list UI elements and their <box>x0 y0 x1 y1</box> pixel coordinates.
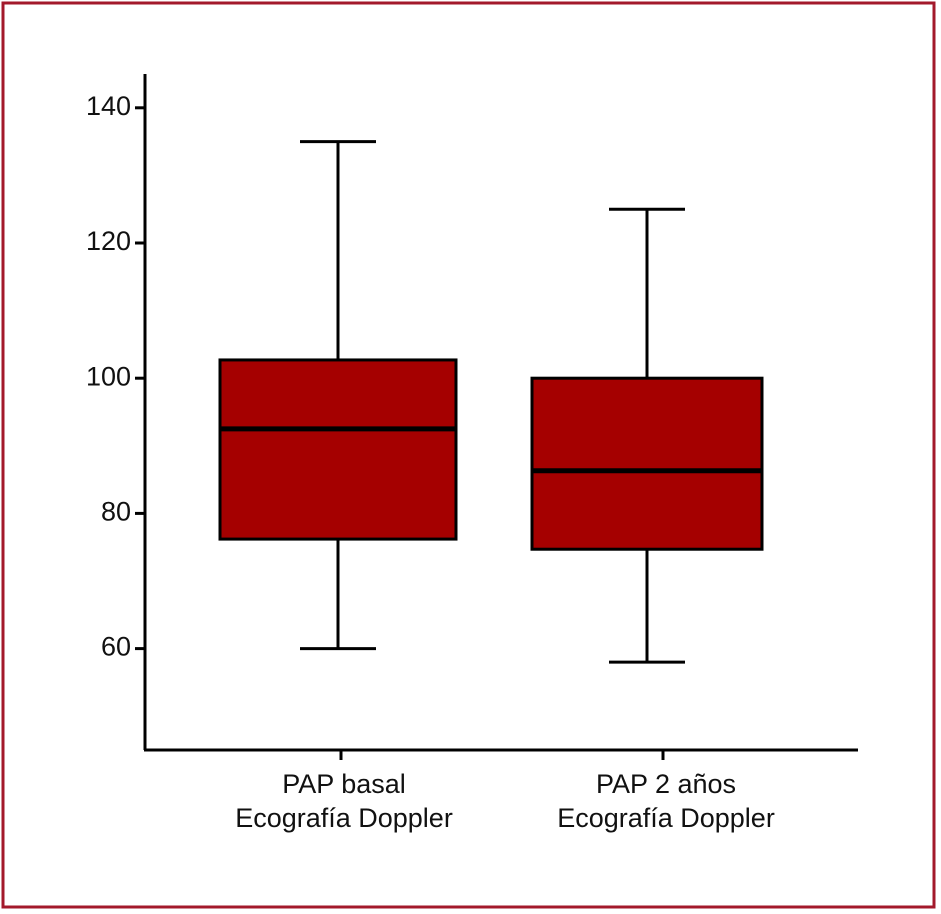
y-tick-label: 100 <box>86 361 131 391</box>
y-tick-label: 120 <box>86 226 131 256</box>
y-tick-label: 60 <box>101 632 131 662</box>
box <box>530 376 764 551</box>
x-tick-label: PAP 2 años <box>596 769 736 799</box>
x-tick-label: Ecografía Doppler <box>557 803 775 833</box>
y-tick-label: 140 <box>86 91 131 121</box>
x-tick-label: Ecografía Doppler <box>235 803 453 833</box>
y-tick-label: 80 <box>101 497 131 527</box>
box <box>218 358 458 541</box>
x-tick-label: PAP basal <box>282 769 406 799</box>
